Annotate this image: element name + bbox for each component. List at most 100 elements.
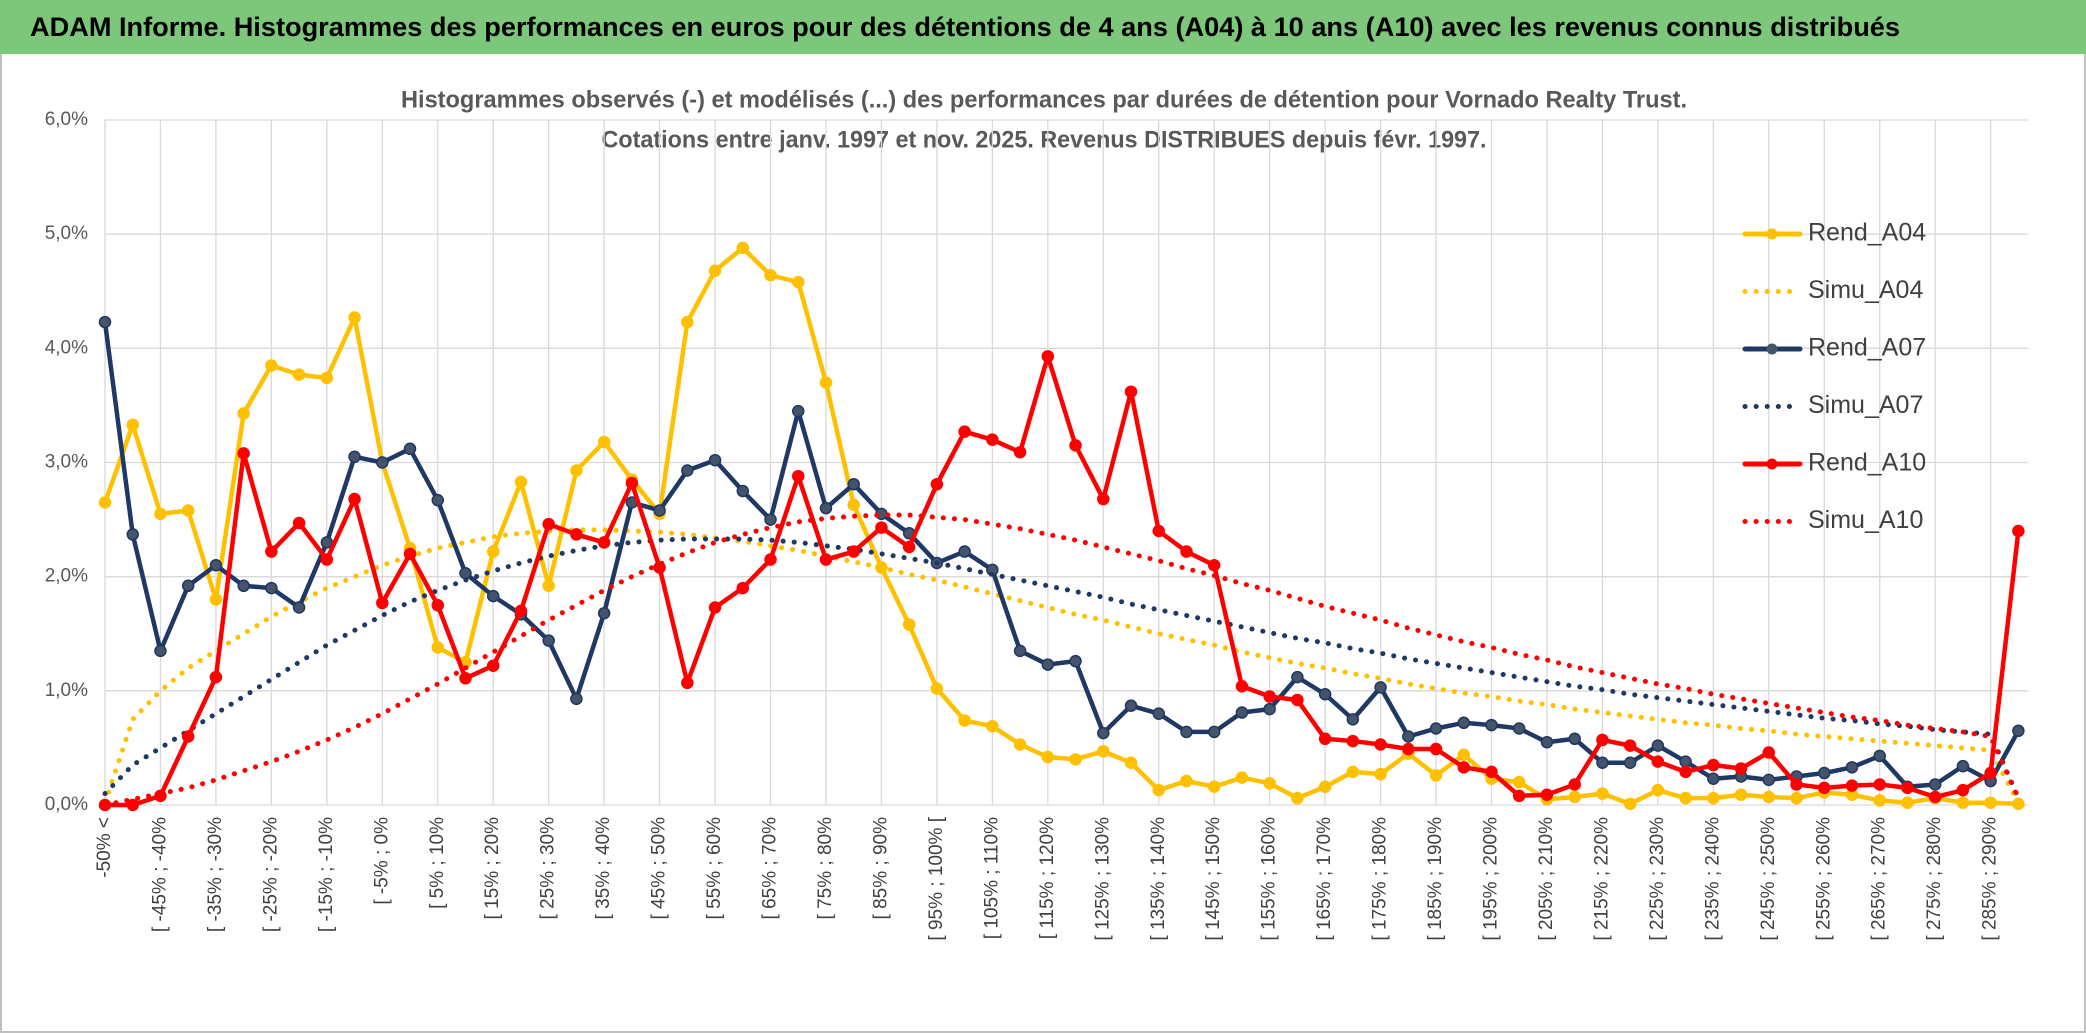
data-point [1429,722,1443,735]
data-point [708,264,722,277]
data-point [431,598,445,612]
data-point [1707,758,1720,772]
data-point [1873,794,1886,807]
data-point [819,553,833,566]
data-point [1402,730,1415,743]
data-point [792,469,805,483]
y-tick-label: 2,0% [45,566,88,587]
data-point [1568,778,1581,791]
data-point [847,477,860,491]
data-point [736,241,750,255]
data-point [98,496,112,509]
legend-label: Simu_A04 [1808,276,1923,304]
data-point [1457,748,1471,762]
legend-label: Rend_A10 [1808,449,1926,477]
data-point [1679,755,1692,768]
data-point [1041,350,1055,363]
data-point [1429,769,1443,782]
x-tick-label: [ 215% ; 220% [1591,817,1612,941]
x-tick-label: [ 195% ; 200% [1481,817,1502,941]
data-point [1013,445,1027,459]
data-point [1845,779,1859,792]
data-point [1152,524,1165,538]
data-point [570,528,583,541]
data-point [403,442,417,456]
data-point [1984,766,1997,780]
data-point [986,719,999,733]
data-point [1623,739,1637,752]
data-point [154,644,167,658]
data-point [1207,725,1221,739]
data-point [1707,772,1720,785]
data-point [1374,738,1387,751]
data-point [348,492,361,506]
data-point [1180,545,1193,558]
data-point [1512,775,1526,789]
legend-label: Rend_A07 [1808,334,1926,362]
data-point [2012,724,2025,738]
data-point [847,545,860,558]
data-point [1180,774,1193,788]
x-tick-label: [ 55% ; 60% [704,817,725,920]
data-point [1568,790,1581,804]
x-tick-label: [ 135% ; 140% [1148,817,1169,941]
x-tick-label: [ 285% ; 290% [1980,817,2001,941]
data-point [570,464,583,477]
data-point [1207,780,1221,793]
x-tick-label: [ 85% ; 90% [870,817,891,920]
x-tick-label: [ 45% ; 50% [649,817,670,920]
data-point [1651,783,1665,797]
data-point [209,559,223,572]
data-point [431,493,445,507]
x-tick-label: [ 185% ; 190% [1425,817,1446,941]
data-point [209,593,223,606]
data-point [181,504,195,517]
x-tick-label: [ 15% ; 20% [482,817,503,920]
x-tick-label: [ 115% ; 120% [1037,817,1058,939]
data-point [2012,524,2025,538]
data-point [1097,492,1110,506]
data-point [1457,716,1471,730]
data-point [792,275,805,289]
data-point [819,501,833,515]
data-point [431,641,445,654]
data-point [126,798,139,812]
data-point [1235,680,1249,693]
data-point [292,601,306,614]
data-point [625,476,639,490]
x-tick-label: [ 95% ; 100% [ [926,816,947,940]
data-point [681,315,694,329]
data-point [1235,706,1249,719]
x-tick-label: [ 255% ; 260% [1813,817,1834,941]
data-point [958,714,971,727]
data-point [764,553,777,566]
y-tick-label: 3,0% [45,452,88,473]
data-point [1457,761,1471,774]
data-point [819,376,833,389]
legend-label: Simu_A10 [1808,506,1923,534]
data-point [902,540,916,554]
data-point [348,450,361,464]
data-point [1845,761,1859,774]
data-point [459,566,472,580]
data-point [1651,755,1665,768]
legend-marker [1766,458,1778,470]
x-tick-label: [ 165% ; 170% [1314,817,1335,941]
x-tick-label: [ 35% ; 40% [593,817,614,920]
data-point [1263,777,1276,790]
data-point [486,589,500,603]
data-point [542,634,555,647]
data-point [1318,732,1332,746]
chart-subtitle: Histogrammes observés (-) et modélisés (… [401,86,1687,113]
data-point [1956,796,1970,809]
data-point [486,659,500,672]
data-point [348,311,361,324]
data-point [320,553,334,566]
data-point [126,528,139,541]
data-point [1901,781,1914,795]
data-point [1374,767,1387,781]
data-point [1291,791,1304,805]
data-point [1374,681,1387,694]
data-point [1928,778,1942,791]
data-point [209,670,223,684]
